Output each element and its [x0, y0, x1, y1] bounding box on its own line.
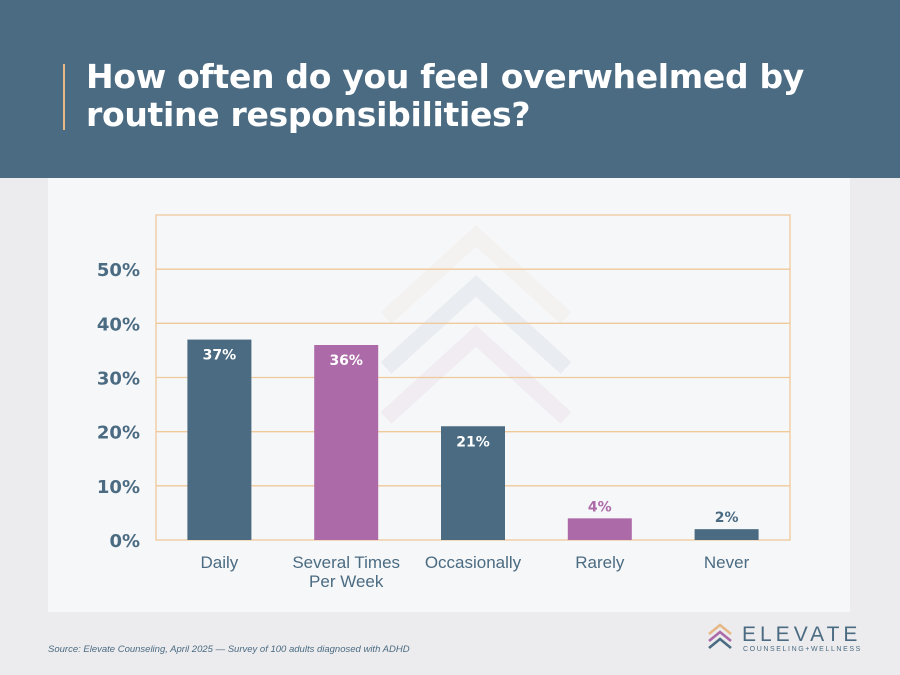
source-note: Source: Elevate Counseling, April 2025 —… [48, 644, 410, 655]
x-tick-label: Occasionally [425, 553, 522, 572]
bars [187, 339, 759, 540]
bar [314, 345, 379, 540]
data-label: 2% [715, 510, 739, 526]
data-labels: 37% 36% 21% 4% 2% [203, 348, 739, 527]
x-tick-label-line: Occasionally [425, 553, 522, 572]
data-label: 37% [203, 348, 237, 364]
x-tick-label-line: Per Week [309, 572, 384, 591]
x-tick-label-line: Several Times [292, 553, 400, 572]
data-label: 21% [456, 434, 490, 450]
y-tick-label: 0% [109, 531, 140, 552]
y-tick-label: 30% [97, 369, 140, 390]
watermark-chevrons-icon [380, 225, 572, 424]
page-title: How often do you feel overwhelmed by rou… [86, 57, 805, 134]
logo-tagline: COUNSELING+WELLNESS [743, 646, 862, 653]
y-tick-label: 20% [97, 423, 140, 444]
title-accent-bar [63, 64, 65, 130]
x-tick-label: Never [704, 553, 750, 572]
data-label: 36% [329, 353, 363, 369]
x-tick-label: Daily [201, 553, 239, 572]
x-axis-tick-labels: Daily Several Times Per Week Occasionally Ra… [201, 553, 750, 591]
chart-panel: 0% 10% 20% 30% 40% 50% 37% 36% 21% 4% 2% Daily Sev… [48, 178, 850, 612]
bar [441, 426, 505, 540]
y-tick-label: 40% [97, 314, 140, 335]
y-tick-label: 10% [97, 477, 140, 498]
data-label: 4% [588, 499, 612, 515]
header-banner: How often do you feel overwhelmed by rou… [0, 0, 900, 178]
x-tick-label-line: Daily [201, 553, 239, 572]
x-tick-label: Rarely [575, 553, 625, 572]
bar [694, 529, 759, 540]
bar [187, 339, 252, 540]
elevate-logo: ELEVATE COUNSELING+WELLNESS [706, 622, 860, 656]
bar-chart: 0% 10% 20% 30% 40% 50% 37% 36% 21% 4% 2% Daily Sev… [97, 214, 791, 591]
logo-wordmark: ELEVATE [742, 623, 862, 646]
x-tick-label: Several Times Per Week [292, 553, 400, 591]
y-tick-label: 50% [97, 260, 140, 281]
x-tick-label-line: Never [704, 553, 750, 572]
bar [567, 518, 632, 540]
logo-chevrons-icon [708, 623, 732, 650]
y-axis-tick-labels: 0% 10% 20% 30% 40% 50% [97, 260, 140, 552]
x-tick-label-line: Rarely [575, 553, 625, 572]
